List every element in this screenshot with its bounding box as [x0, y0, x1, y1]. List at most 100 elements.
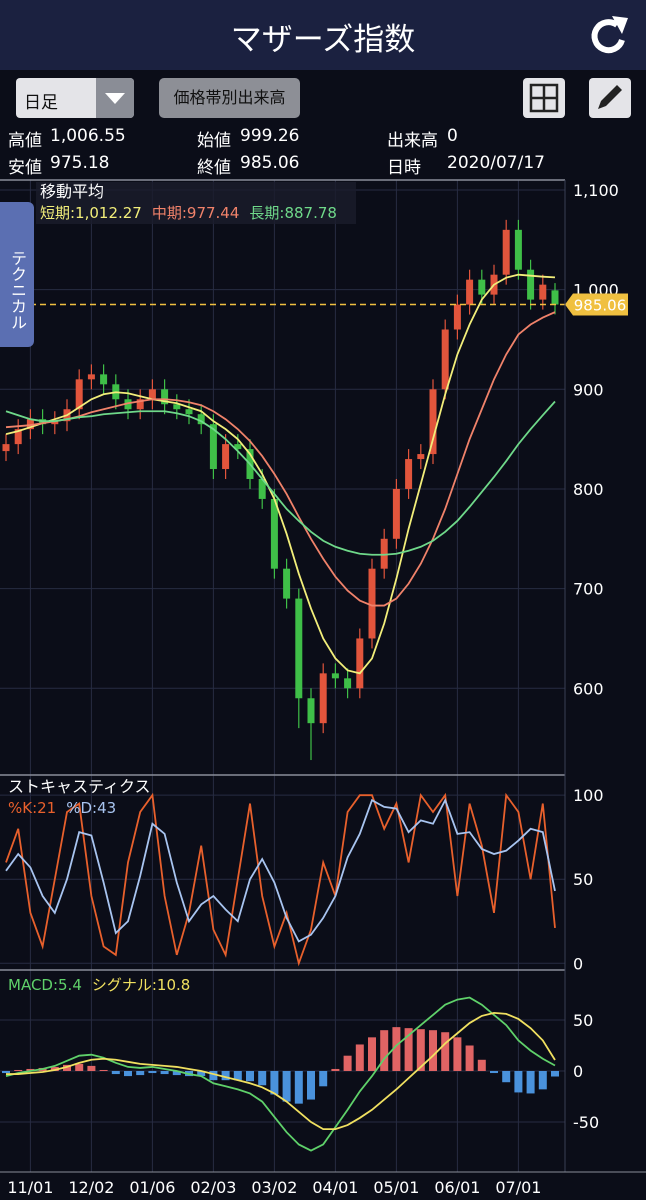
refresh-icon[interactable]: [586, 14, 632, 58]
candle-body: [283, 568, 291, 599]
histogram-bar: [136, 1071, 145, 1076]
info-value: 0: [447, 126, 458, 146]
price-tag: [565, 293, 628, 316]
histogram-bar: [258, 1071, 267, 1086]
x-tick-label: 05/01: [373, 1178, 419, 1197]
y-tick-label: 1,100: [573, 181, 619, 200]
histogram-bar: [502, 1071, 511, 1083]
histogram-bar: [111, 1071, 120, 1075]
volume-button[interactable]: 価格帯別出来高: [159, 78, 300, 118]
histogram-bar: [331, 1068, 340, 1071]
title: マザーズ指数: [230, 22, 416, 58]
info-label: 日時: [387, 158, 421, 178]
candle-body: [209, 424, 217, 470]
panel-title: ストキャスティクス: [8, 777, 151, 796]
dropdown-arrow: [96, 78, 134, 118]
panel-title: 移動平均: [40, 182, 104, 201]
info-value: 2020/07/17: [447, 153, 545, 173]
histogram-bar: [63, 1064, 71, 1071]
legend-entry: シグナル:10.8: [92, 976, 190, 994]
series-line: [6, 1011, 556, 1131]
candle-body: [466, 279, 474, 305]
info-label: 始値: [197, 131, 231, 151]
candle-body: [380, 538, 388, 569]
legend-entry: %D:43: [66, 799, 116, 817]
legend-bg: [36, 182, 356, 224]
histogram-bar: [453, 1037, 462, 1071]
candle-body: [405, 459, 413, 489]
histogram-bar: [282, 1071, 291, 1102]
candle-body: [136, 399, 144, 410]
series-line: [5, 996, 556, 1152]
series-line: [5, 400, 556, 556]
legend-entry: 短期:1,012.27: [40, 204, 142, 222]
candle-body: [527, 269, 535, 300]
candle-body: [124, 399, 132, 410]
y-tick-label: 0: [573, 1062, 583, 1081]
series-line: [5, 797, 556, 943]
y-tick-label: 600: [573, 679, 604, 698]
info-label: 安値: [8, 158, 42, 178]
candle-body: [161, 389, 169, 405]
x-tick-label: 11/01: [7, 1178, 53, 1197]
info-label: 出来高: [387, 131, 438, 151]
histogram-bar: [172, 1071, 181, 1076]
histogram-bar: [233, 1071, 242, 1081]
info-value: 999.26: [240, 126, 300, 146]
candle-body: [307, 698, 315, 724]
legend-entry: 長期:887.78: [249, 204, 337, 222]
x-tick-label: 01/06: [129, 1178, 175, 1197]
candle-body: [14, 429, 22, 445]
histogram-bar: [441, 1032, 450, 1071]
candle-body: [356, 638, 364, 689]
candle-body: [319, 673, 327, 724]
info-value: 985.06: [240, 153, 300, 173]
candle-body: [197, 414, 205, 425]
histogram-bar: [197, 1071, 206, 1077]
candle-body: [2, 444, 10, 452]
legend-entry: 中期:977.44: [152, 204, 240, 222]
histogram-bar: [209, 1071, 218, 1081]
histogram-bar: [75, 1063, 84, 1071]
plot: [2, 996, 559, 1152]
candle-body: [441, 329, 449, 390]
header: マザーズ指数: [0, 0, 646, 70]
x-tick-label: 04/01: [312, 1178, 358, 1197]
histogram-bar: [514, 1071, 523, 1093]
candle-body: [453, 304, 461, 330]
candle-body: [26, 419, 34, 430]
legend-entry: MACD:5.4: [8, 976, 82, 994]
legend-entry: %K:21: [8, 799, 56, 817]
candle-body: [539, 284, 547, 300]
plot: [2, 219, 559, 761]
histogram-bar: [429, 1030, 437, 1071]
histogram-bar: [14, 1069, 23, 1071]
layout-icon[interactable]: [522, 77, 566, 119]
x-tick-label: 06/01: [434, 1178, 480, 1197]
candle-body: [429, 389, 437, 455]
y-tick-label: 700: [573, 580, 604, 599]
candle-body: [551, 290, 559, 305]
candle-body: [344, 678, 352, 689]
histogram-bar: [380, 1030, 389, 1071]
candle-body: [514, 229, 522, 270]
price-tag-label: 985.06: [574, 297, 627, 315]
series-line: [5, 792, 556, 967]
histogram-bar: [124, 1071, 132, 1077]
histogram-bar: [221, 1071, 230, 1081]
histogram-bar: [270, 1071, 279, 1095]
technical-tab[interactable]: テクニカル: [0, 202, 34, 347]
histogram-bar: [160, 1071, 169, 1075]
histogram-bar: [50, 1066, 59, 1071]
histogram-bar: [87, 1065, 96, 1071]
histogram-bar: [246, 1071, 254, 1082]
period-label: 日足: [24, 93, 58, 113]
period-select[interactable]: 日足: [16, 78, 134, 118]
draw-icon[interactable]: [588, 77, 632, 119]
candle-body: [222, 444, 230, 470]
candle-body: [100, 374, 108, 385]
candle-body: [331, 673, 339, 679]
histogram-bar: [319, 1071, 328, 1087]
